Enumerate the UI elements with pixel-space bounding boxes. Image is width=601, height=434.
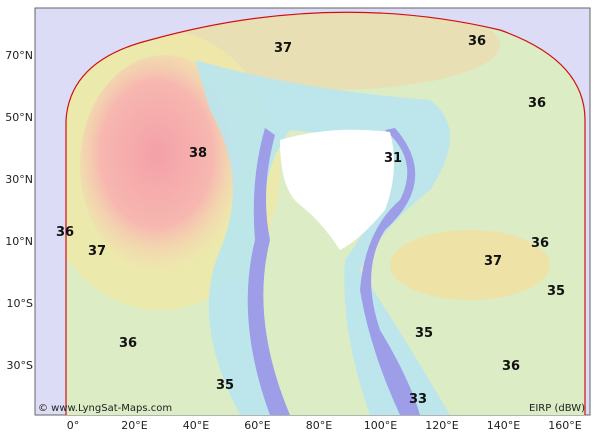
credit: © www.LyngSat-Maps.com	[38, 403, 172, 414]
x-tick-label: 60°E	[244, 419, 270, 432]
contour-label: 35	[547, 284, 565, 299]
contour-label: 36	[528, 96, 546, 111]
contour-label: 35	[415, 326, 433, 341]
contour-label: 36	[531, 236, 549, 251]
x-tick-label: 140°E	[487, 419, 520, 432]
y-tick-label: 10°N	[5, 235, 33, 248]
contour-label: 38	[189, 146, 207, 161]
y-tick-label: 30°S	[7, 359, 33, 372]
contour-label: 36	[56, 225, 74, 240]
contour-label: 36	[119, 336, 137, 351]
x-tick-label: 120°E	[425, 419, 458, 432]
y-tick-label: 50°N	[5, 111, 33, 124]
y-tick-label: 70°N	[5, 49, 33, 62]
contour-label: 36	[468, 34, 486, 49]
contour-label: 31	[384, 151, 402, 166]
contour-label: 35	[216, 378, 234, 393]
y-tick-label: 30°N	[5, 173, 33, 186]
contour-label: 37	[88, 244, 106, 259]
x-tick-label: 100°E	[364, 419, 397, 432]
contour-label: 37	[274, 41, 292, 56]
unit-label: EIRP (dBW)	[529, 403, 585, 414]
coverage	[66, 12, 585, 415]
y-tick-label: 10°S	[7, 297, 33, 310]
x-tick-label: 0°	[67, 419, 80, 432]
contour-label: 37	[484, 254, 502, 269]
x-tick-label: 20°E	[121, 419, 147, 432]
x-tick-label: 80°E	[306, 419, 332, 432]
x-tick-label: 40°E	[183, 419, 209, 432]
coverage-edge	[65, 11, 586, 415]
x-tick-label: 160°E	[548, 419, 581, 432]
contour-label: 36	[502, 359, 520, 374]
contour-label: 33	[409, 392, 427, 407]
